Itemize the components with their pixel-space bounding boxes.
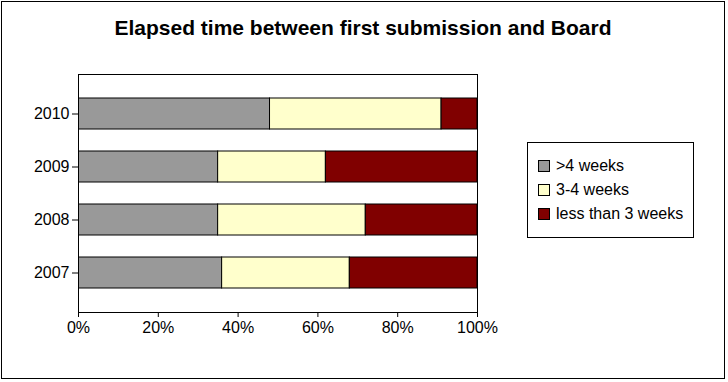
svg-text:2010: 2010 [34, 105, 70, 122]
html-text:3-4 weeks: 3-4 weeks [556, 181, 629, 198]
svg-text:80%: 80% [382, 319, 414, 336]
svg-text:60%: 60% [302, 319, 334, 336]
svg-text:0%: 0% [67, 319, 90, 336]
svg-text:40%: 40% [222, 319, 254, 336]
svg-text:2008: 2008 [34, 211, 70, 228]
svg-text:100%: 100% [457, 319, 498, 336]
html-text:>4 weeks: >4 weeks [556, 157, 624, 174]
html-text:Elapsed time between first sub: Elapsed time between first submission an… [114, 16, 612, 39]
svg-text:2007: 2007 [34, 264, 70, 281]
svg-text:2009: 2009 [34, 158, 70, 175]
svg-text:20%: 20% [142, 319, 174, 336]
html-text:less than 3 weeks: less than 3 weeks [556, 205, 684, 222]
